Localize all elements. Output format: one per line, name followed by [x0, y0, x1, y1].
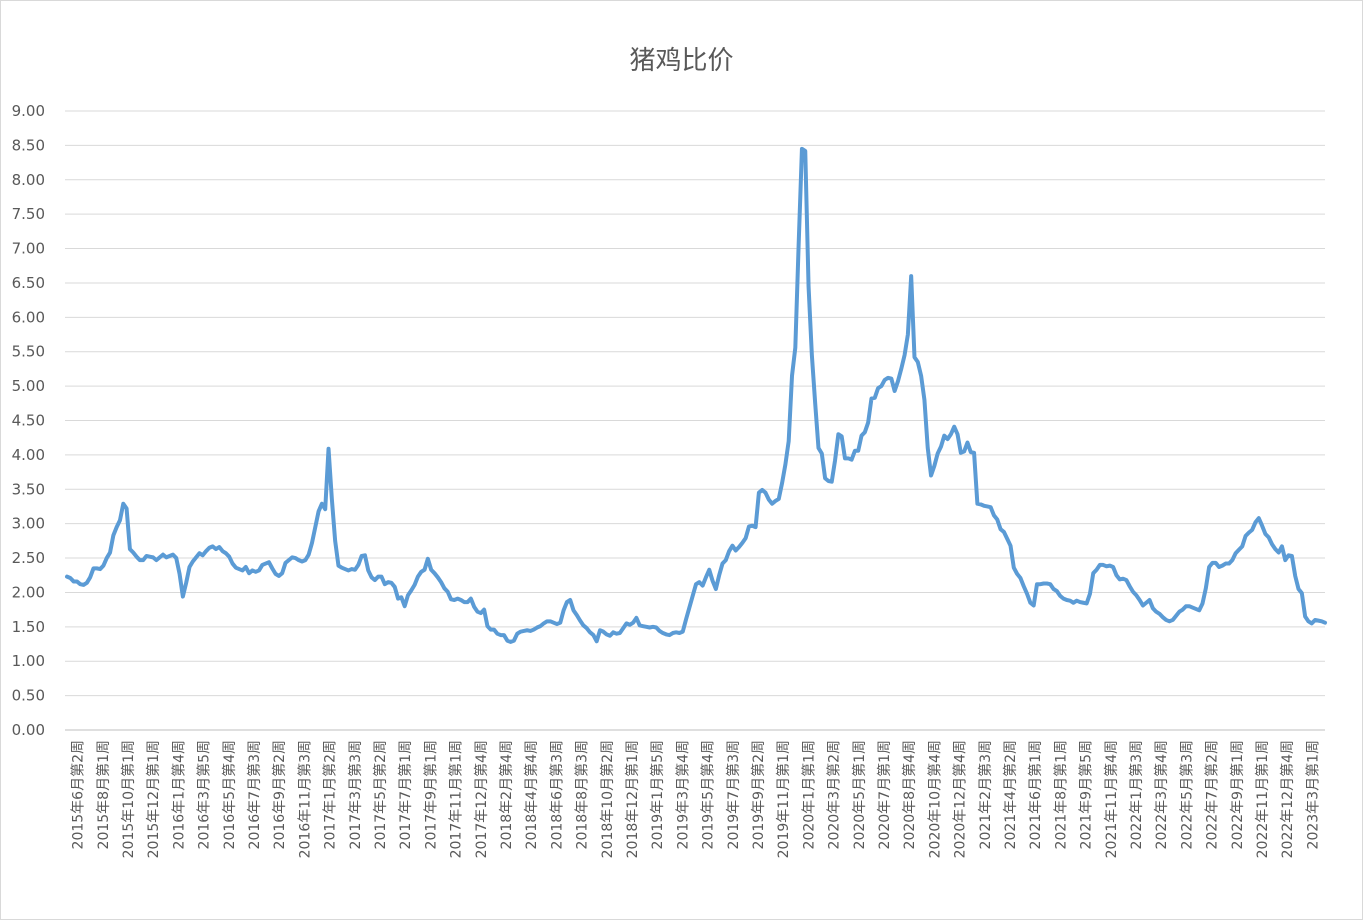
- x-tick-label: 2022年11月第1周: [1254, 740, 1271, 858]
- x-tick-label: 2017年12月第4周: [473, 740, 490, 858]
- x-tick-label: 2019年7月第3周: [725, 740, 742, 849]
- x-tick-label: 2017年3月第3周: [347, 740, 364, 849]
- x-tick-label: 2022年7月第2周: [1204, 740, 1221, 849]
- x-tick-label: 2017年11月第1周: [448, 740, 465, 858]
- x-tick-label: 2019年9月第2周: [750, 740, 767, 849]
- x-tick-label: 2022年5月第3周: [1178, 740, 1195, 849]
- x-tick-label: 2018年8月第3周: [574, 740, 591, 849]
- x-tick-label: 2021年6月第1周: [1027, 740, 1044, 849]
- y-tick-label: 2.50: [12, 549, 45, 567]
- x-tick-label: 2017年1月第2周: [322, 740, 339, 849]
- y-tick-label: 0.00: [12, 721, 45, 739]
- x-tick-label: 2018年10月第2周: [599, 740, 616, 858]
- x-tick-label: 2016年1月第4周: [170, 740, 187, 849]
- gridlines: [65, 110, 1325, 731]
- x-tick-label: 2015年10月第1周: [120, 740, 137, 858]
- y-tick-label: 7.00: [12, 240, 45, 258]
- x-tick-label: 2016年11月第3周: [296, 740, 313, 858]
- y-tick-label: 4.00: [12, 446, 45, 464]
- x-tick-label: 2022年12月第4周: [1279, 740, 1296, 858]
- y-tick-label: 2.00: [12, 583, 45, 601]
- x-tick-label: 2018年12月第1周: [624, 740, 641, 858]
- x-tick-label: 2019年11月第1周: [775, 740, 792, 858]
- x-tick-label: 2015年6月第2周: [70, 740, 87, 849]
- x-tick-label: 2020年10月第4周: [926, 740, 943, 858]
- chart-title: 猪鸡比价: [629, 46, 734, 76]
- y-tick-label: 3.50: [12, 480, 45, 498]
- x-tick-label: 2018年4月第4周: [523, 740, 540, 849]
- y-tick-label: 8.00: [12, 171, 45, 189]
- y-tick-label: 6.00: [12, 308, 45, 326]
- x-tick-label: 2020年3月第2周: [826, 740, 843, 849]
- x-tick-label: 2017年5月第2周: [372, 740, 389, 849]
- x-tick-label: 2021年4月第2周: [1002, 740, 1019, 849]
- x-tick-label: 2016年9月第2周: [271, 740, 288, 849]
- y-tick-label: 0.50: [12, 687, 45, 705]
- x-tick-label: 2021年11月第4周: [1103, 740, 1120, 858]
- series-layer: [65, 146, 1327, 644]
- x-tick-label: 2020年1月第1周: [800, 740, 817, 849]
- x-tick-label: 2022年3月第4周: [1153, 740, 1170, 849]
- x-tick-label: 2022年1月第3周: [1128, 740, 1145, 849]
- x-tick-label: 2019年5月第4周: [700, 740, 717, 849]
- x-tick-label: 2018年2月第4周: [498, 740, 515, 849]
- y-axis-labels: 0.00 0.50 1.00 1.50 2.00 2.50 3.00 3.50 4.00 4.50…: [12, 102, 45, 739]
- y-tick-label: 6.50: [12, 274, 45, 292]
- x-axis-labels: 2015年6月第2周 2015年8月第1周 2015年10月第1周 2015年12月第…: [70, 740, 1322, 858]
- y-tick-label: 1.00: [12, 652, 45, 670]
- y-tick-label: 7.50: [12, 205, 45, 223]
- x-tick-label: 2016年5月第4周: [221, 740, 238, 849]
- y-tick-label: 5.00: [12, 377, 45, 395]
- series-line-0: [65, 146, 1327, 644]
- x-tick-label: 2020年12月第4周: [952, 740, 969, 858]
- x-tick-label: 2019年3月第4周: [674, 740, 691, 849]
- y-tick-label: 8.50: [12, 136, 45, 154]
- x-tick-label: 2016年7月第3周: [246, 740, 263, 849]
- x-tick-label: 2021年2月第3周: [977, 740, 994, 849]
- x-tick-label: 2017年9月第1周: [422, 740, 439, 849]
- y-tick-label: 5.50: [12, 343, 45, 361]
- x-tick-label: 2020年7月第1周: [876, 740, 893, 849]
- x-tick-label: 2020年5月第1周: [851, 740, 868, 849]
- x-tick-label: 2019年1月第5周: [649, 740, 666, 849]
- x-tick-label: 2018年6月第3周: [548, 740, 565, 849]
- x-tick-label: 2016年3月第5周: [196, 740, 213, 849]
- y-tick-label: 9.00: [12, 102, 45, 120]
- x-tick-label: 2022年9月第1周: [1229, 740, 1246, 849]
- y-tick-label: 3.00: [12, 515, 45, 533]
- y-tick-label: 4.50: [12, 412, 45, 430]
- y-tick-label: 1.50: [12, 618, 45, 636]
- x-tick-label: 2017年7月第1周: [397, 740, 414, 849]
- x-tick-label: 2015年8月第1周: [95, 740, 112, 849]
- x-tick-label: 2015年12月第1周: [145, 740, 162, 858]
- x-tick-label: 2020年8月第4周: [901, 740, 918, 849]
- x-tick-label: 2021年9月第5周: [1078, 740, 1095, 849]
- x-tick-label: 2023年3月第1周: [1304, 740, 1321, 849]
- x-tick-label: 2021年8月第1周: [1052, 740, 1069, 849]
